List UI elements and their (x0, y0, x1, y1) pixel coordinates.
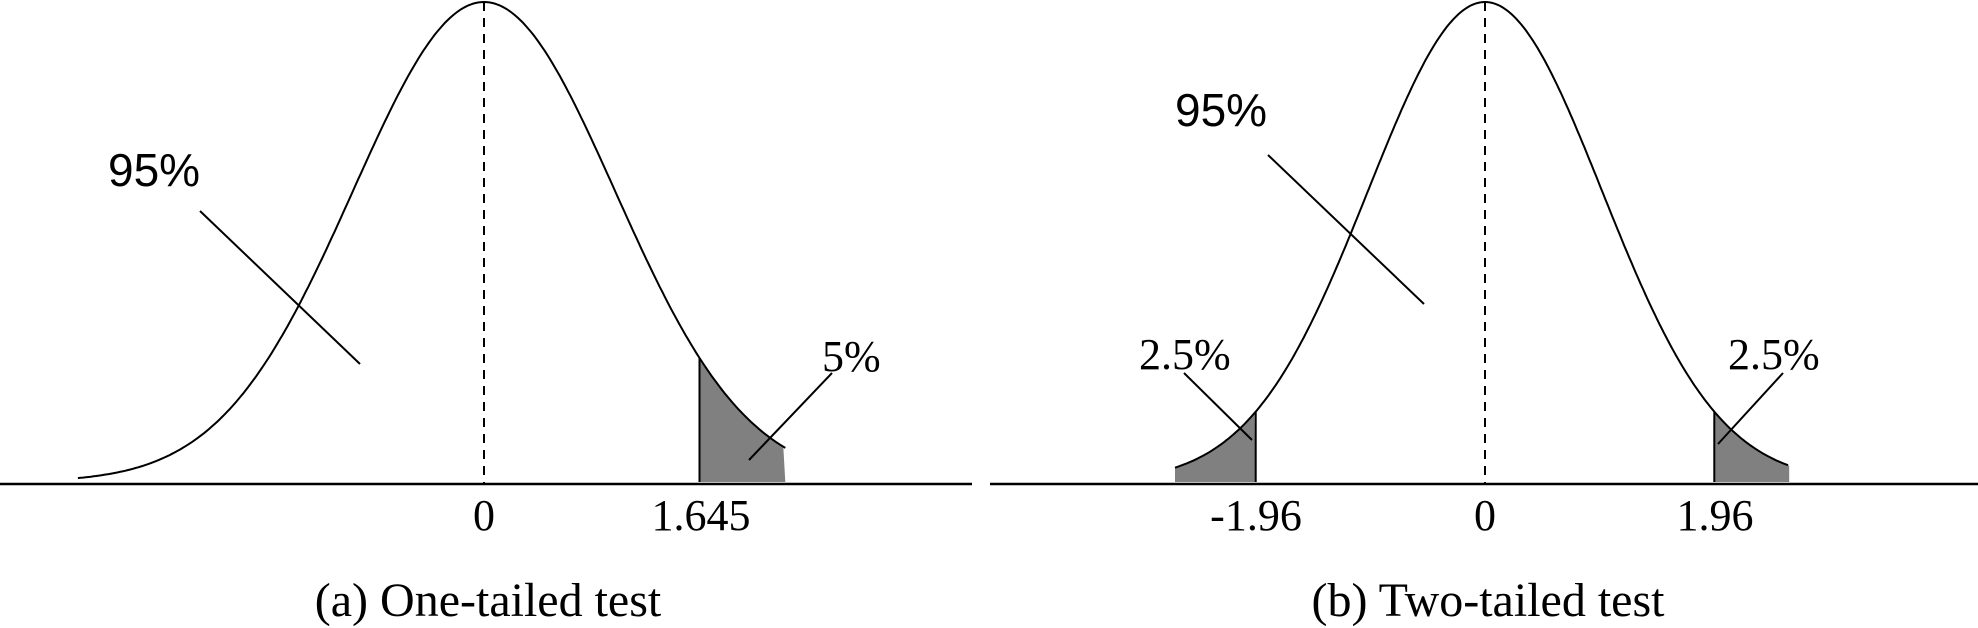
tail-area-leader-line (748, 372, 833, 461)
normal-curve (1174, 1, 1789, 469)
panel-one-tailed: 95% 5% 0 1.645 (a) One-tailed test (0, 0, 972, 627)
tick-label-positive-critical-value: 1.96 (1677, 491, 1754, 540)
left-tail-area-label: 2.5% (1139, 330, 1231, 379)
right-tail-area-label: 5% (822, 332, 881, 381)
panel-two-tailed: 95% 2.5% 2.5% -1.96 0 1.96 (b) Two-taile… (990, 1, 1978, 627)
right-tail-leader-line (1717, 372, 1784, 445)
normal-curve (77, 0, 786, 480)
tick-label-critical-value: 1.645 (652, 491, 751, 540)
center-area-label: 95% (1175, 84, 1267, 136)
tick-label-zero: 0 (1474, 491, 1496, 540)
center-area-leader-line (199, 210, 361, 365)
right-tail-area-label: 2.5% (1728, 330, 1820, 379)
center-area-leader-line (1267, 154, 1425, 305)
tick-label-zero: 0 (473, 491, 495, 540)
left-tail-area (1175, 413, 1256, 482)
panel-caption: (b) Two-tailed test (1312, 574, 1666, 627)
center-area-label: 95% (108, 144, 200, 196)
panel-caption: (a) One-tailed test (315, 574, 662, 627)
left-tail-leader-line (1183, 372, 1253, 441)
tick-label-negative-critical-value: -1.96 (1210, 491, 1302, 540)
